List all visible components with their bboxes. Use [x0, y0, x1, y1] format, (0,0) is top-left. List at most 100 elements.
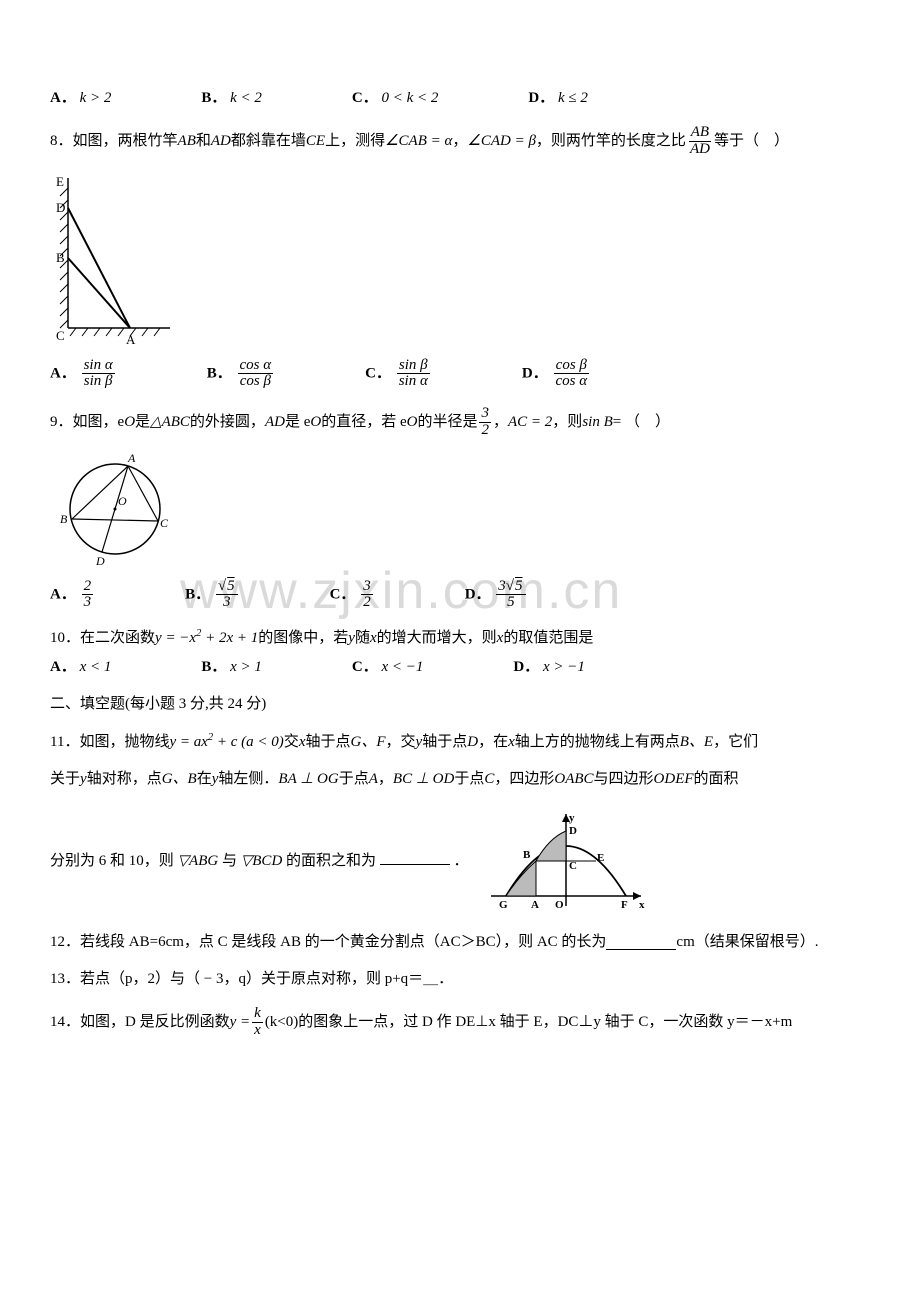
expr: y = [230, 1012, 251, 1033]
var: O [407, 412, 418, 433]
var: y [416, 732, 423, 753]
q8-figure: E D B C A [50, 168, 870, 348]
q-num: 10． [50, 628, 80, 649]
var: B、E [680, 732, 713, 753]
var: AD [265, 412, 285, 433]
opt-letter: A． [50, 659, 76, 675]
q9-opt-D: D． 3√55 [465, 579, 528, 612]
text: (k<0)的图象上一点，过 D 作 DE⊥x 轴于 E，DC⊥y 轴于 C，一次… [265, 1012, 792, 1033]
text: 在二次函数 [80, 628, 155, 649]
text: ，则 [552, 412, 582, 433]
fraction: 32 [479, 406, 491, 439]
denominator: x [252, 1023, 263, 1039]
q11-line2: 关于 y 轴对称，点 G、B 在 y 轴左侧．BA ⊥ OG 于点 A ，BC … [50, 769, 870, 790]
fig-label-D: D [56, 200, 65, 215]
svg-text:y: y [569, 812, 575, 824]
opt-text: k < 2 [230, 90, 262, 106]
opt-letter: C． [365, 365, 391, 381]
var: O [124, 412, 135, 433]
q11-line3: 分别为 6 和 10，则 ▽ABG 与 ▽BCD 的面积之和为 ． y [50, 806, 870, 916]
svg-text:C: C [569, 860, 577, 872]
var: G、F [351, 732, 386, 753]
var: G、B [162, 769, 197, 790]
denominator: 2 [479, 423, 491, 439]
q8-opt-D: D． cos βcos α [522, 358, 591, 391]
q11-figure: y D B E C G A O F x [481, 806, 651, 916]
opt-letter: A． [50, 586, 76, 602]
text: 于点 [339, 769, 369, 790]
text: 与 [222, 853, 241, 869]
numerator: sin α [82, 358, 115, 375]
expr: ∠CAB = α [385, 131, 452, 152]
opt-text: 0 < k < 2 [382, 90, 439, 106]
svg-text:D: D [95, 554, 105, 568]
text: ， [452, 131, 467, 152]
text: ，四边形 [494, 769, 554, 790]
opt-letter: D． [465, 586, 491, 602]
opt-letter: B． [207, 365, 232, 381]
text: 的面积 [694, 769, 739, 790]
numerator: 3 [479, 406, 491, 423]
q-num: 14． [50, 1012, 80, 1033]
q14-stem: 14． 如图，D 是反比例函数 y = kx (k<0)的图象上一点，过 D 作… [50, 1006, 870, 1039]
q9-options: A． 23 B． √53 C． 32 D． 3√55 [50, 579, 870, 612]
fraction: ABAD [688, 125, 712, 158]
opt-letter: A． [50, 365, 76, 381]
denominator: AD [688, 142, 712, 158]
opt-letter: C． [352, 90, 378, 106]
text: ， [493, 412, 508, 433]
var: O [310, 412, 321, 433]
q8-opt-C: C． sin βsin α [365, 358, 432, 391]
q10-options: A． x < 1 B． x > 1 C． x < −1 D． x > −1 [50, 657, 870, 678]
q-num: 8． [50, 131, 73, 152]
opt-letter: D． [522, 365, 548, 381]
var: △ABC [150, 412, 190, 433]
numerator: √5 [216, 579, 238, 596]
text: 的外接圆， [190, 412, 265, 433]
q-num: 12． [50, 932, 80, 953]
opt-letter: D． [513, 659, 539, 675]
var: A [369, 769, 378, 790]
q10-opt-B: B． x > 1 [201, 657, 262, 678]
opt-letter: B． [185, 586, 210, 602]
text: 轴对称，点 [87, 769, 162, 790]
text: 的面积之和为 [286, 853, 376, 869]
svg-text:A: A [531, 899, 539, 911]
denominator: cos β [238, 374, 273, 390]
text: 分别为 6 和 10，则 [50, 853, 178, 869]
text: 轴上方的抛物线上有两点 [515, 732, 680, 753]
opt-text: x > −1 [543, 659, 585, 675]
q9-figure: A B C D O [50, 449, 870, 569]
text: 轴于点 [422, 732, 467, 753]
q-num: 9． [50, 412, 73, 433]
numerator: cos β [554, 358, 589, 375]
var: x [370, 628, 377, 649]
opt-text: k > 2 [80, 90, 112, 106]
blank [606, 935, 676, 950]
svg-text:O: O [555, 899, 564, 911]
var: y [80, 769, 87, 790]
text: ， [378, 769, 393, 790]
q8-options: A． sin αsin β B． cos αcos β C． sin βsin … [50, 358, 870, 391]
expr: BA ⊥ OG [278, 769, 338, 790]
opt-text: k ≤ 2 [558, 90, 588, 106]
text: ，交 [386, 732, 416, 753]
text: 的直径，若 e [321, 412, 406, 433]
text: 关于 [50, 769, 80, 790]
denominator: 2 [361, 595, 373, 611]
svg-text:G: G [499, 899, 508, 911]
var: ▽BCD [241, 853, 283, 869]
expr: AC = 2 [508, 412, 552, 433]
fig-label-E: E [56, 174, 64, 189]
q9-stem: 9． 如图，e O 是 △ABC 的外接圆，AD 是 e O 的直径，若 e O… [50, 406, 870, 439]
fig-label-A: A [126, 332, 136, 347]
fraction: kx [252, 1006, 263, 1039]
var: x [497, 628, 504, 649]
expr: y = ax2 + c (a < 0) [169, 731, 283, 753]
var: y [348, 628, 355, 649]
var: x [299, 732, 306, 753]
text: 等于（ ） [714, 131, 789, 152]
text: 的半径是 [417, 412, 477, 433]
q8-opt-B: B． cos αcos β [207, 358, 275, 391]
text: 轴左侧． [218, 769, 278, 790]
